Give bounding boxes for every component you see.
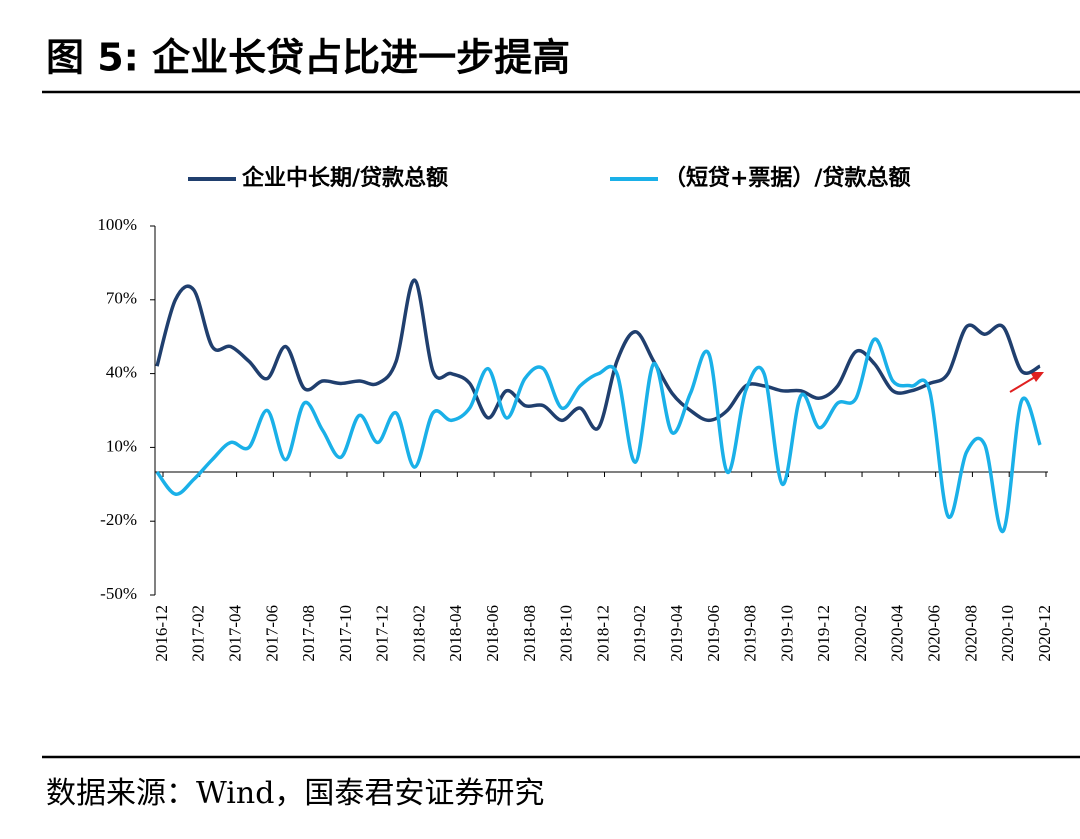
x-tick-label: 2019-04 (667, 605, 686, 662)
x-tick-label: 2019-10 (777, 605, 796, 662)
y-tick-label: -50% (100, 584, 137, 603)
x-tick-label: 2018-08 (520, 605, 539, 662)
x-tick-label: 2020-02 (851, 605, 870, 662)
x-tick-label: 2019-02 (630, 605, 649, 662)
x-tick-label: 2018-02 (409, 605, 428, 662)
x-tick-label: 2018-12 (593, 605, 612, 662)
x-tick-label: 2019-06 (704, 605, 723, 662)
y-tick-label: -20% (100, 510, 137, 529)
y-tick-label: 40% (106, 363, 137, 382)
legend-label: 企业中长期/贷款总额 (241, 165, 448, 191)
series-line (155, 337, 1042, 533)
annotation-arrow (1009, 372, 1044, 393)
x-tick-label: 2020-08 (961, 605, 980, 662)
x-tick-label: 2016-12 (152, 605, 171, 662)
x-tick-label: 2020-04 (888, 605, 907, 662)
y-tick-label: 10% (106, 436, 137, 455)
x-tick-label: 2017-04 (225, 605, 244, 662)
x-tick-label: 2018-06 (483, 605, 502, 662)
x-tick-label: 2020-10 (998, 605, 1017, 662)
x-tick-label: 2017-10 (336, 605, 355, 662)
series-line (155, 278, 1041, 431)
x-tick-label: 2019-12 (814, 605, 833, 662)
x-tick-label: 2020-06 (925, 605, 944, 662)
legend-label: （短贷+票据）/贷款总额 (664, 165, 910, 191)
y-tick-label: 100% (97, 215, 137, 234)
x-tick-label: 2020-12 (1035, 605, 1054, 662)
x-tick-label: 2018-10 (557, 605, 576, 662)
x-tick-label: 2017-02 (189, 605, 208, 662)
y-tick-label: 70% (106, 289, 137, 308)
x-tick-label: 2019-08 (741, 605, 760, 662)
x-tick-label: 2017-12 (373, 605, 392, 662)
x-tick-label: 2017-08 (299, 605, 318, 662)
x-tick-label: 2018-04 (446, 605, 465, 662)
chart-title: 图 5: 企业长贷占比进一步提高 (46, 36, 570, 80)
source: 数据来源：Wind，国泰君安证券研究 (46, 776, 544, 811)
x-tick-label: 2017-06 (262, 605, 281, 662)
